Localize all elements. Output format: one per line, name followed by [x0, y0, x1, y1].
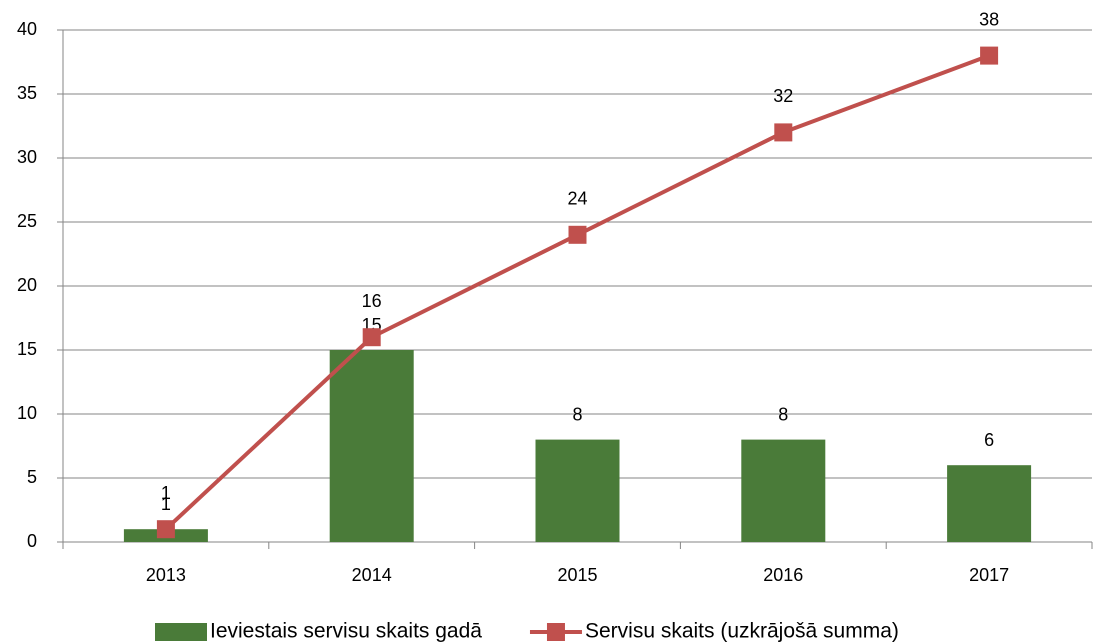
- legend-label: Servisu skaits (uzkrājošā summa): [585, 620, 899, 643]
- data-label: 6: [984, 430, 994, 450]
- data-label: 16: [362, 291, 382, 311]
- data-label: 32: [773, 86, 793, 106]
- marker: [156, 520, 175, 539]
- y-tick-label: 30: [17, 147, 37, 167]
- legend-label: Ieviestais servisu skaits gadā: [210, 620, 482, 643]
- data-label: 1: [161, 483, 171, 503]
- marker: [980, 46, 999, 65]
- x-tick-label: 2013: [146, 565, 186, 585]
- y-tick-label: 10: [17, 403, 37, 423]
- y-tick-label: 15: [17, 339, 37, 359]
- y-tick-label: 25: [17, 211, 37, 231]
- data-label: 1: [161, 494, 171, 514]
- legend-marker: [546, 623, 565, 641]
- bar: [329, 350, 414, 542]
- legend: Ieviestais servisu skaits gadā Servisu sk…: [155, 620, 899, 643]
- data-label: 38: [979, 9, 999, 29]
- y-tick-label: 35: [17, 83, 37, 103]
- x-tick-label: 2015: [557, 565, 597, 585]
- x-tick-label: 2017: [969, 565, 1009, 585]
- bar: [741, 439, 826, 542]
- marker: [362, 328, 381, 347]
- bar: [535, 439, 620, 542]
- legend-swatch: [155, 623, 207, 641]
- data-label: 8: [572, 404, 582, 424]
- x-tick-label: 2014: [352, 565, 392, 585]
- bar: [947, 465, 1032, 542]
- data-label: 24: [567, 189, 587, 209]
- marker: [568, 225, 587, 244]
- y-tick-label: 0: [27, 531, 37, 551]
- y-tick-label: 20: [17, 275, 37, 295]
- data-label: 8: [778, 404, 788, 424]
- y-tick-label: 40: [17, 19, 37, 39]
- marker: [774, 123, 793, 142]
- y-tick-label: 5: [27, 467, 37, 487]
- x-tick-label: 2016: [763, 565, 803, 585]
